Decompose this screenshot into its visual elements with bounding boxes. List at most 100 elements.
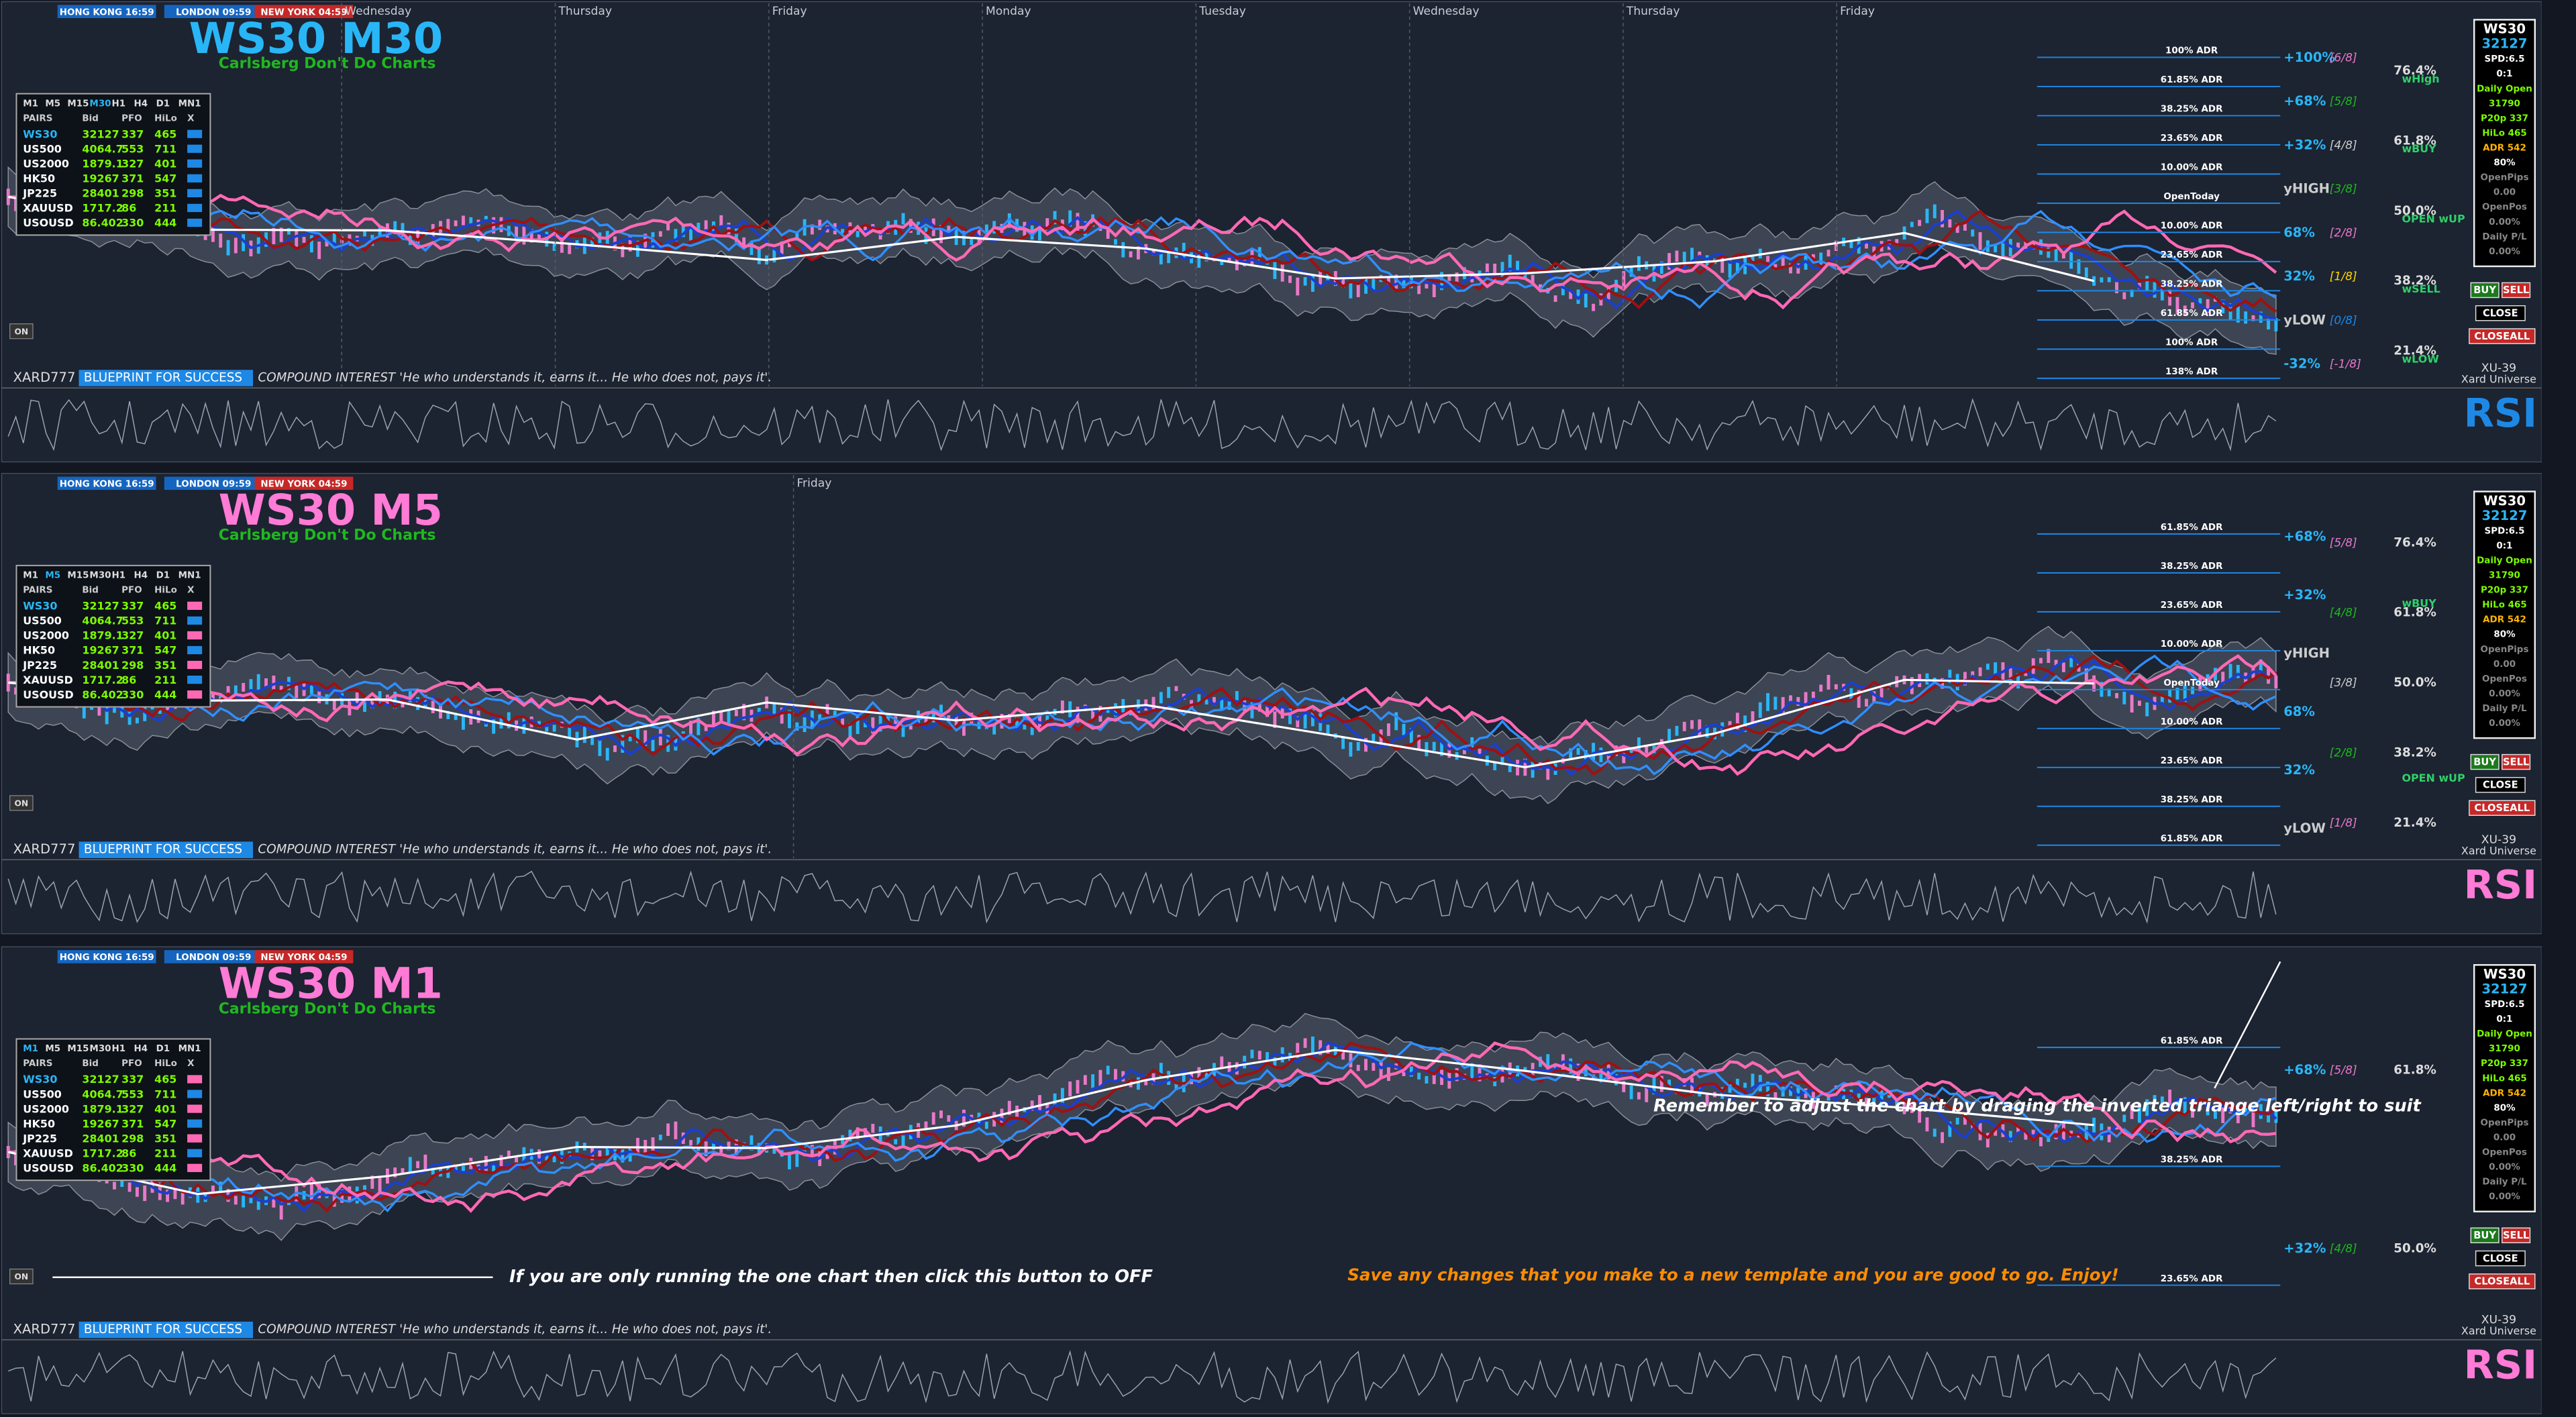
candle	[1167, 251, 1171, 264]
candle	[947, 1115, 951, 1122]
trade-button[interactable]	[2475, 777, 2526, 793]
candle	[1834, 684, 1838, 690]
candle	[408, 1157, 412, 1173]
candle	[984, 224, 988, 240]
timeframe-button: MN1	[178, 570, 201, 581]
pair-flag[interactable]	[187, 189, 203, 198]
candle	[264, 678, 268, 688]
pair-flag[interactable]	[187, 616, 203, 625]
adr-label: 61.85% ADR	[2161, 833, 2223, 844]
adr-label: 23.65% ADR	[2161, 133, 2223, 144]
candle	[325, 239, 329, 247]
annotation-arrow	[2214, 961, 2281, 1089]
day-label: Tuesday	[1198, 5, 1246, 18]
candle	[1349, 742, 1353, 757]
pair-flag[interactable]	[187, 1149, 203, 1157]
pair-flag[interactable]	[187, 144, 203, 153]
table-cell: 86	[121, 202, 136, 215]
candle	[287, 227, 291, 235]
timeframe-button: M15	[67, 98, 89, 109]
pair-flag[interactable]	[187, 1090, 203, 1098]
candle	[1106, 227, 1110, 239]
candle	[1879, 1088, 1884, 1106]
pair-flag[interactable]	[187, 129, 203, 138]
trade-button[interactable]	[2475, 1250, 2526, 1267]
candle	[1310, 276, 1315, 292]
candle	[279, 686, 283, 692]
candle	[1372, 277, 1376, 291]
trade-button[interactable]	[2470, 282, 2500, 299]
trade-button[interactable]	[2475, 305, 2526, 321]
pct-label: 68%	[2283, 704, 2315, 719]
trade-button[interactable]	[2469, 328, 2536, 344]
candle	[2130, 1104, 2134, 1119]
footer-label: XARD777	[13, 370, 76, 385]
candle	[242, 1196, 246, 1208]
candle	[2244, 311, 2248, 324]
pair-flag[interactable]	[187, 601, 203, 610]
candle	[1781, 256, 1785, 266]
pair-flag[interactable]	[187, 159, 203, 168]
trade-button[interactable]	[2502, 1227, 2531, 1244]
candle	[1637, 1092, 1641, 1100]
candle	[704, 220, 708, 231]
candle	[901, 1131, 905, 1149]
pair-flag[interactable]	[187, 218, 203, 227]
candle	[82, 702, 86, 719]
candle	[788, 1151, 791, 1169]
candle	[1766, 693, 1770, 711]
candle	[2206, 1106, 2210, 1116]
candle	[272, 227, 276, 244]
candle	[711, 711, 715, 729]
adr-label: 10.00% ADR	[2161, 639, 2223, 649]
candle	[537, 1149, 541, 1164]
on-button[interactable]	[9, 795, 34, 811]
pair-flag[interactable]	[187, 1104, 203, 1113]
candle	[1766, 1082, 1770, 1096]
pair-flag[interactable]	[187, 174, 203, 182]
table-cell: 32127	[82, 600, 119, 613]
trade-button[interactable]	[2470, 753, 2500, 770]
pair-flag[interactable]	[187, 1134, 203, 1143]
trade-button[interactable]	[2469, 800, 2536, 816]
candle	[2274, 318, 2278, 331]
candle	[1470, 1063, 1474, 1080]
on-button[interactable]	[9, 323, 34, 339]
candle	[939, 225, 943, 244]
trade-button-label: BUY	[2473, 1230, 2496, 1241]
candle	[1303, 276, 1307, 286]
candle	[674, 736, 678, 751]
candle	[1303, 713, 1307, 729]
candle	[1948, 670, 1952, 683]
pct-label: yHIGH	[2283, 181, 2330, 197]
blueprint-label: BLUEPRINT FOR SUCCESS	[84, 843, 242, 857]
blueprint-label: BLUEPRINT FOR SUCCESS	[84, 371, 242, 385]
candle	[1758, 702, 1762, 718]
pair-flag[interactable]	[187, 203, 203, 213]
table-cell: 351	[154, 187, 176, 200]
table-cell: US2000	[23, 1102, 69, 1115]
on-button[interactable]	[9, 1268, 34, 1285]
trade-button[interactable]	[2502, 282, 2531, 299]
brand-label: Xard Universe	[2461, 372, 2536, 385]
candle	[590, 237, 595, 250]
trade-button[interactable]	[2502, 753, 2531, 770]
pair-flag[interactable]	[187, 1163, 203, 1172]
trade-button[interactable]	[2469, 1273, 2536, 1290]
pair-flag[interactable]	[187, 690, 203, 699]
pair-flag[interactable]	[187, 660, 203, 670]
pair-flag[interactable]	[187, 1075, 203, 1084]
pair-flag[interactable]	[187, 1119, 203, 1128]
trade-button[interactable]	[2470, 1227, 2500, 1244]
pair-flag[interactable]	[187, 631, 203, 640]
table-cell: 298	[121, 659, 144, 672]
info-item: OpenPos	[2482, 202, 2527, 213]
candle	[2228, 1101, 2232, 1114]
info-item: 0.00	[2493, 1132, 2516, 1143]
table-cell: 327	[121, 629, 144, 642]
table-cell: 298	[121, 1132, 144, 1145]
pair-flag[interactable]	[187, 645, 203, 655]
candle	[1629, 1086, 1633, 1100]
adr-label: 38.25% ADR	[2161, 104, 2223, 115]
pair-flag[interactable]	[187, 675, 203, 684]
